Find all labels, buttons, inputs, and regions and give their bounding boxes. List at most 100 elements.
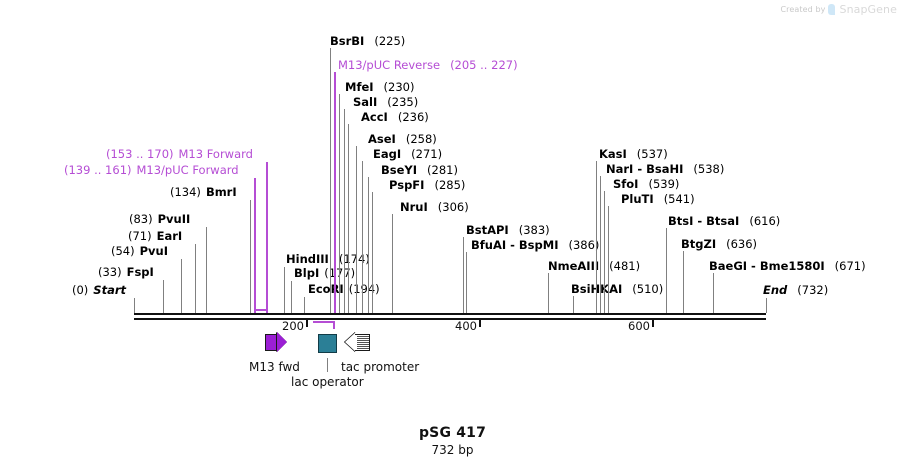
leader-line-bstapi [463,237,464,313]
enzyme-pos-bfuai-bspmi: (386) [568,238,600,252]
ruler-tick-400 [479,320,481,327]
page-title: pSG 417 [418,425,487,441]
terminal-label-start[interactable]: (0) Start [72,284,126,296]
enzyme-name-bmri: BmrI [205,185,237,199]
feature-label-tac-promoter[interactable]: tac promoter [341,360,420,374]
leader-line-bseyi [368,177,369,313]
enzyme-label-pvui[interactable]: (54) PvuI [111,245,168,257]
enzyme-name-eari: EarI [156,229,183,243]
enzyme-pos-eari: (71) [128,229,152,243]
enzyme-name-bseyi: BseYI [381,163,418,177]
enzyme-label-btgzi[interactable]: BtgZI (636) [681,238,757,250]
primer-range-m13puc-reverse: (205 .. 227) [450,58,518,72]
ruler-label-200: 200 [282,319,304,333]
primer-name-m13puc-reverse: M13/pUC Reverse [338,58,441,72]
enzyme-pos-nmeaiii: (481) [609,259,641,273]
enzyme-label-asei[interactable]: AseI (258) [368,133,437,145]
arrow-head [277,332,287,352]
enzyme-label-bmri[interactable]: (134) BmrI [170,186,237,198]
feature-label-m13-fwd[interactable]: M13 fwd [249,360,300,374]
enzyme-label-sali[interactable]: SalI (235) [353,96,418,108]
leader-line-pluti [608,206,609,313]
enzyme-pos-eagi: (271) [411,147,443,161]
leader-line-pvui [181,259,182,313]
leader-line-kasi [596,161,597,313]
enzyme-name-nmeaiii: NmeAIII [548,259,600,273]
terminal-name-start: Start [93,283,127,297]
leader-line-sali [344,109,345,313]
feature-tac-promoter[interactable] [345,332,371,353]
primer-cap-left [266,307,268,315]
enzyme-name-bsrbi: BsrBI [330,34,365,48]
enzyme-label-fspi[interactable]: (33) FspI [98,266,154,278]
enzyme-name-nrui: NruI [400,200,428,214]
enzyme-label-eagi[interactable]: EagI (271) [373,148,442,160]
enzyme-label-eari[interactable]: (71) EarI [128,230,182,242]
enzyme-pos-bseyi: (281) [427,163,458,177]
primer-bracket-m13puc-reverse[interactable] [313,321,335,329]
feature-lac-operator[interactable] [318,334,337,353]
leader-line-end [766,298,767,313]
arrow-body [265,334,278,351]
plasmid-length-label: 732 bp [431,443,474,457]
leader-line-pvuii [206,227,207,313]
backbone-fill [134,315,766,318]
enzyme-pos-bsihkai: (510) [632,282,664,296]
square-feature-icon [318,334,337,353]
primer-label-m13puc-forward[interactable]: (139 .. 161) M13/pUC Forward [64,164,239,176]
enzyme-name-nari-bsahi: NarI - BsaHI [606,162,684,176]
enzyme-label-hindiii[interactable]: HindIII (174) [286,253,370,265]
enzyme-label-baegi-bme1580i[interactable]: BaeGI - Bme1580I (671) [709,260,866,272]
enzyme-label-pspfi[interactable]: PspFI (285) [389,179,465,191]
leader-line-start [134,298,135,313]
primer-cap-left [254,303,256,311]
leader-line-mfei [339,94,340,313]
primer-label-m13-forward[interactable]: (153 .. 170) M13 Forward [106,148,253,160]
primer-bracket-m13puc-forward[interactable] [254,303,267,311]
enzyme-pos-bsrbi: (225) [374,34,406,48]
feature-label-lac-operator[interactable]: lac operator [291,375,364,389]
enzyme-label-sfoi[interactable]: SfoI (539) [613,178,679,190]
enzyme-pos-mfei: (230) [383,80,415,94]
enzyme-label-pluti[interactable]: PluTI (541) [621,193,695,205]
enzyme-name-bfuai-bspmi: BfuAI - BspMI [471,238,559,252]
enzyme-label-nmeaiii[interactable]: NmeAIII (481) [548,260,640,272]
left-arrow-feature-icon [345,332,371,353]
ruler-label-400: 400 [455,319,477,333]
primer-label-m13puc-reverse[interactable]: M13/pUC Reverse (205 .. 227) [338,59,518,71]
enzyme-label-mfei[interactable]: MfeI (230) [345,81,414,93]
enzyme-label-kasi[interactable]: KasI (537) [599,148,668,160]
enzyme-label-bsihkai[interactable]: BsiHKAI(510) [571,283,663,295]
enzyme-label-bsrbi[interactable]: BsrBI (225) [330,35,405,47]
enzyme-label-bseyi[interactable]: BseYI (281) [381,164,458,176]
enzyme-pos-sali: (235) [387,95,419,109]
enzyme-pos-pvui: (54) [111,244,135,258]
enzyme-label-pvuii[interactable]: (83) PvuII [129,213,190,225]
enzyme-name-blpi: BlpI [294,266,320,280]
leader-line-acci [348,124,349,313]
enzyme-pos-ecori: (194) [348,282,380,296]
leader-line-baegi-bme1580i [713,273,714,313]
sequence-backbone[interactable] [134,313,766,320]
enzyme-pos-nrui: (306) [437,200,469,214]
enzyme-name-fspi: FspI [126,265,154,279]
leader-line-bmri [250,200,251,313]
leader-line-bsrbi [330,48,331,313]
enzyme-name-pvui: PvuI [139,244,168,258]
enzyme-label-btsi-btsai[interactable]: BtsI - BtsaI (616) [668,215,780,227]
plasmid-title-block: pSG 417 732 bp [0,425,905,457]
terminal-label-end[interactable]: End (732) [763,284,828,296]
enzyme-label-bfuai-bspmi[interactable]: BfuAI - BspMI (386) [471,239,599,251]
primer-bar [313,321,335,323]
terminal-pos-start: (0) [72,283,89,297]
enzyme-label-nrui[interactable]: NruI (306) [400,201,469,213]
leader-line-pspfi [372,192,373,313]
enzyme-label-bstapi[interactable]: BstAPI (383) [466,224,550,236]
enzyme-label-nari-bsahi[interactable]: NarI - BsaHI (538) [606,163,724,175]
enzyme-pos-nari-bsahi: (538) [693,162,725,176]
enzyme-name-baegi-bme1580i: BaeGI - Bme1580I [709,259,825,273]
enzyme-label-acci[interactable]: AccI (236) [361,111,429,123]
enzyme-label-blpi[interactable]: BlpI(177) [294,267,355,279]
feature-m13-fwd[interactable] [265,332,287,353]
ruler-tick-200 [306,320,308,327]
